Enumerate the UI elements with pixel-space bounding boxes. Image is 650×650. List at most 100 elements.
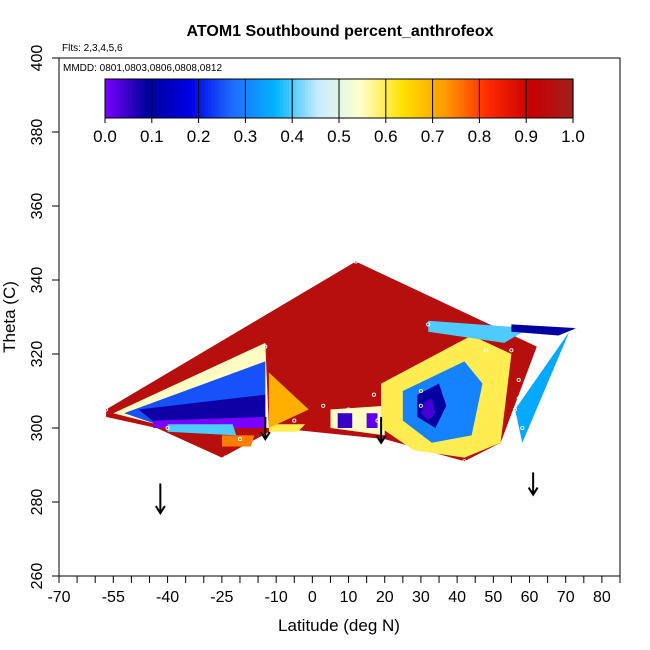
dates-note: MMDD: 0801,0803,0806,0808,0812 (63, 63, 222, 74)
colorbar-cell (145, 79, 150, 118)
colorbar-cell (326, 79, 331, 118)
colorbar-cell (529, 79, 534, 118)
colorbar-cell (417, 79, 421, 118)
colorbar-cell (151, 79, 156, 118)
colorbar-cell (136, 79, 140, 118)
down-arrow-icon (259, 416, 271, 441)
colorbar-cell (388, 79, 393, 118)
colorbar-cell (498, 79, 502, 118)
y-tick-label: 320 (29, 341, 46, 368)
colorbar-cell (167, 79, 172, 118)
colorbar-cell (473, 79, 477, 118)
y-tick-label: 260 (29, 563, 46, 590)
colorbar-cell (541, 79, 546, 118)
colorbar-cell (285, 79, 290, 118)
colorbar-cell (257, 79, 262, 118)
colorbar-cell (139, 79, 144, 118)
colorbar-cell (363, 79, 368, 118)
colorbar-cell (314, 79, 318, 118)
x-axis-label: Latitude (deg N) (278, 616, 400, 635)
colorbar-cell (367, 79, 371, 118)
colorbar: 0.0 0.1 0.2 0.3 0.4 0.5 0.6 0.7 0.8 0.9 1.0 (93, 78, 585, 146)
colorbar-cell (398, 79, 402, 118)
colorbar-cell (441, 79, 446, 118)
colorbar-cell (345, 79, 349, 118)
colorbar-cell (513, 79, 518, 118)
colorbar-cell (154, 79, 159, 118)
sample-point (418, 403, 423, 408)
colorbar-cell (332, 79, 337, 118)
x-tick-label: -40 (156, 589, 179, 606)
colorbar-cell (354, 79, 359, 118)
colorbar-cell (485, 79, 490, 118)
colorbar-cell (476, 79, 480, 118)
colorbar-cell (304, 79, 309, 118)
y-axis-label: Theta (C) (0, 281, 19, 353)
colorbar-tick-label: 0.7 (421, 127, 445, 146)
colorbar-cell (523, 79, 527, 118)
colorbar-cell (279, 79, 284, 118)
x-tick-label: 60 (521, 589, 539, 606)
colorbar-cell (198, 79, 203, 118)
sample-point (292, 418, 297, 423)
colorbar-tick-label: 0.5 (327, 127, 351, 146)
y-tick-label: 300 (29, 415, 46, 442)
colorbar-cell (348, 79, 353, 118)
colorbar-cell (245, 79, 250, 118)
colorbar-cell (482, 79, 487, 118)
colorbar-cell (189, 79, 193, 118)
colorbar-cell (351, 79, 356, 118)
colorbar-cell (357, 79, 362, 118)
colorbar-cell (164, 79, 168, 118)
colorbar-cell (248, 79, 253, 118)
colorbar-tick-label: 0.6 (374, 127, 398, 146)
colorbar-cell (220, 79, 225, 118)
colorbar-cell (239, 79, 243, 118)
colorbar-cell (295, 79, 300, 118)
colorbar-cell (335, 79, 340, 118)
sample-point (426, 322, 431, 327)
colorbar-cell (392, 79, 396, 118)
colorbar-cell (448, 79, 452, 118)
colorbar-cell (282, 79, 287, 118)
sample-point (321, 403, 326, 408)
sample-point (418, 388, 423, 394)
heatmap-region-6 (221, 435, 255, 447)
colorbar-cell (438, 79, 443, 118)
colorbar-cell (532, 79, 537, 118)
y-tick-label: 380 (29, 119, 46, 146)
colorbar-cell (382, 79, 387, 118)
colorbar-cell (273, 79, 278, 118)
colorbar-cell (510, 79, 515, 118)
colorbar-cell (466, 79, 471, 118)
sample-point (371, 392, 376, 397)
heatmap-region-17 (511, 324, 577, 336)
colorbar-tick-label: 0.2 (187, 127, 211, 146)
sample-point (484, 348, 489, 353)
colorbar-cell (544, 79, 549, 118)
colorbar-cell (301, 79, 306, 118)
x-tick-label: 40 (448, 589, 466, 606)
colorbar-cell (232, 79, 237, 118)
colorbar-tick-label: 0.0 (93, 127, 117, 146)
sample-point (237, 437, 243, 442)
down-arrow-icon (527, 472, 539, 497)
sample-point (165, 425, 170, 431)
sample-point (104, 407, 109, 412)
colorbar-cell (323, 79, 328, 118)
down-arrow-icon (155, 483, 166, 515)
colorbar-cell (426, 79, 431, 118)
chart-title: ATOM1 Southbound percent_anthrofeox (187, 23, 494, 40)
colorbar-cell (413, 79, 418, 118)
colorbar-tick-label: 0.8 (468, 127, 492, 146)
colorbar-cell (307, 79, 312, 118)
sample-point (509, 348, 514, 353)
heatmap-region-3 (138, 394, 266, 425)
flights-note: Flts: 2,3,4,5,6 (62, 43, 123, 54)
colorbar-tick-label: 0.3 (234, 127, 258, 146)
sample-point (263, 344, 268, 349)
sample-point (516, 396, 521, 401)
x-tick-label: 50 (484, 589, 502, 606)
colorbar-cell (214, 79, 218, 118)
